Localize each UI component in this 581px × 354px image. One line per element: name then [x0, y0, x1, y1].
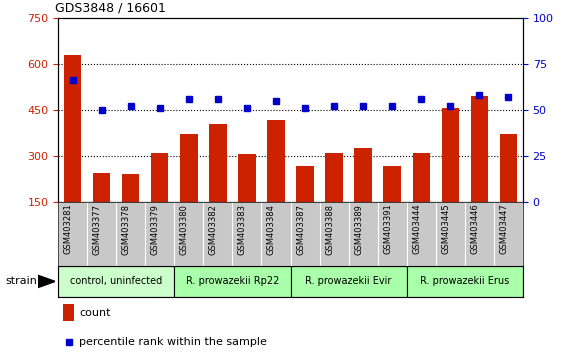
Bar — [64, 55, 81, 202]
Bar — [174, 266, 290, 297]
Text: GSM403444: GSM403444 — [413, 204, 421, 254]
Text: GSM403387: GSM403387 — [296, 204, 305, 255]
Text: R. prowazekii Erus: R. prowazekii Erus — [420, 276, 510, 286]
Bar — [180, 134, 198, 202]
Bar — [151, 153, 168, 202]
Bar — [500, 134, 517, 202]
Bar — [354, 148, 372, 202]
Bar — [238, 154, 256, 202]
Text: R. prowazekii Evir: R. prowazekii Evir — [306, 276, 392, 286]
Text: GSM403388: GSM403388 — [325, 204, 334, 255]
Text: GSM403384: GSM403384 — [267, 204, 276, 255]
Bar — [471, 96, 488, 202]
Text: GSM403382: GSM403382 — [209, 204, 218, 255]
Text: GSM403446: GSM403446 — [471, 204, 479, 255]
Text: GSM403281: GSM403281 — [64, 204, 73, 255]
Text: control, uninfected: control, uninfected — [70, 276, 162, 286]
Bar — [63, 304, 74, 321]
Bar — [209, 124, 227, 202]
Text: GSM403377: GSM403377 — [93, 204, 102, 255]
Text: GSM403379: GSM403379 — [151, 204, 160, 255]
Bar — [267, 120, 285, 202]
Text: GDS3848 / 16601: GDS3848 / 16601 — [55, 1, 166, 14]
Bar — [383, 166, 401, 202]
Bar — [442, 108, 459, 202]
Text: R. prowazekii Rp22: R. prowazekii Rp22 — [186, 276, 279, 286]
Text: percentile rank within the sample: percentile rank within the sample — [79, 337, 267, 347]
Text: GSM403445: GSM403445 — [442, 204, 450, 254]
Bar — [407, 266, 523, 297]
Bar — [290, 266, 407, 297]
Text: GSM403380: GSM403380 — [180, 204, 189, 255]
Text: GSM403447: GSM403447 — [500, 204, 508, 255]
Text: count: count — [79, 308, 110, 318]
Text: strain: strain — [6, 276, 38, 286]
Text: GSM403378: GSM403378 — [122, 204, 131, 255]
Bar — [58, 266, 174, 297]
Bar — [296, 166, 314, 202]
Polygon shape — [38, 275, 55, 287]
Bar — [325, 153, 343, 202]
Text: GSM403383: GSM403383 — [238, 204, 247, 255]
Bar — [93, 173, 110, 202]
Text: GSM403391: GSM403391 — [383, 204, 392, 255]
Bar — [413, 153, 430, 202]
Bar — [122, 174, 139, 202]
Text: GSM403389: GSM403389 — [354, 204, 363, 255]
